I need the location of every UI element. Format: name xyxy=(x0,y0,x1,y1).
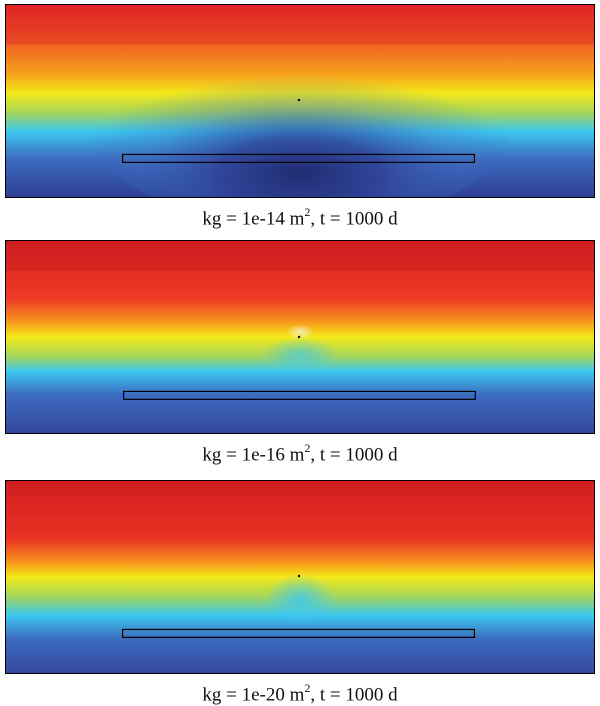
caption-2: kg = 1e-16 m2, t = 1000 d xyxy=(202,441,398,466)
caption-1: kg = 1e-14 m2, t = 1000 d xyxy=(202,205,398,230)
caption-3: kg = 1e-20 m2, t = 1000 d xyxy=(202,681,398,706)
source-point-2 xyxy=(297,335,301,339)
inner-outline-rect-3 xyxy=(122,628,476,638)
contour-plot-3 xyxy=(5,480,595,674)
inner-outline-rect-2 xyxy=(123,390,477,400)
contour-plot-2 xyxy=(5,240,595,434)
inner-outline-rect-1 xyxy=(122,153,476,163)
field-image-3 xyxy=(6,481,594,673)
source-point-1 xyxy=(297,98,301,102)
source-point-3 xyxy=(297,574,301,578)
contour-plot-1 xyxy=(5,4,595,198)
field-image-2 xyxy=(6,241,594,433)
field-image-1 xyxy=(6,5,594,197)
